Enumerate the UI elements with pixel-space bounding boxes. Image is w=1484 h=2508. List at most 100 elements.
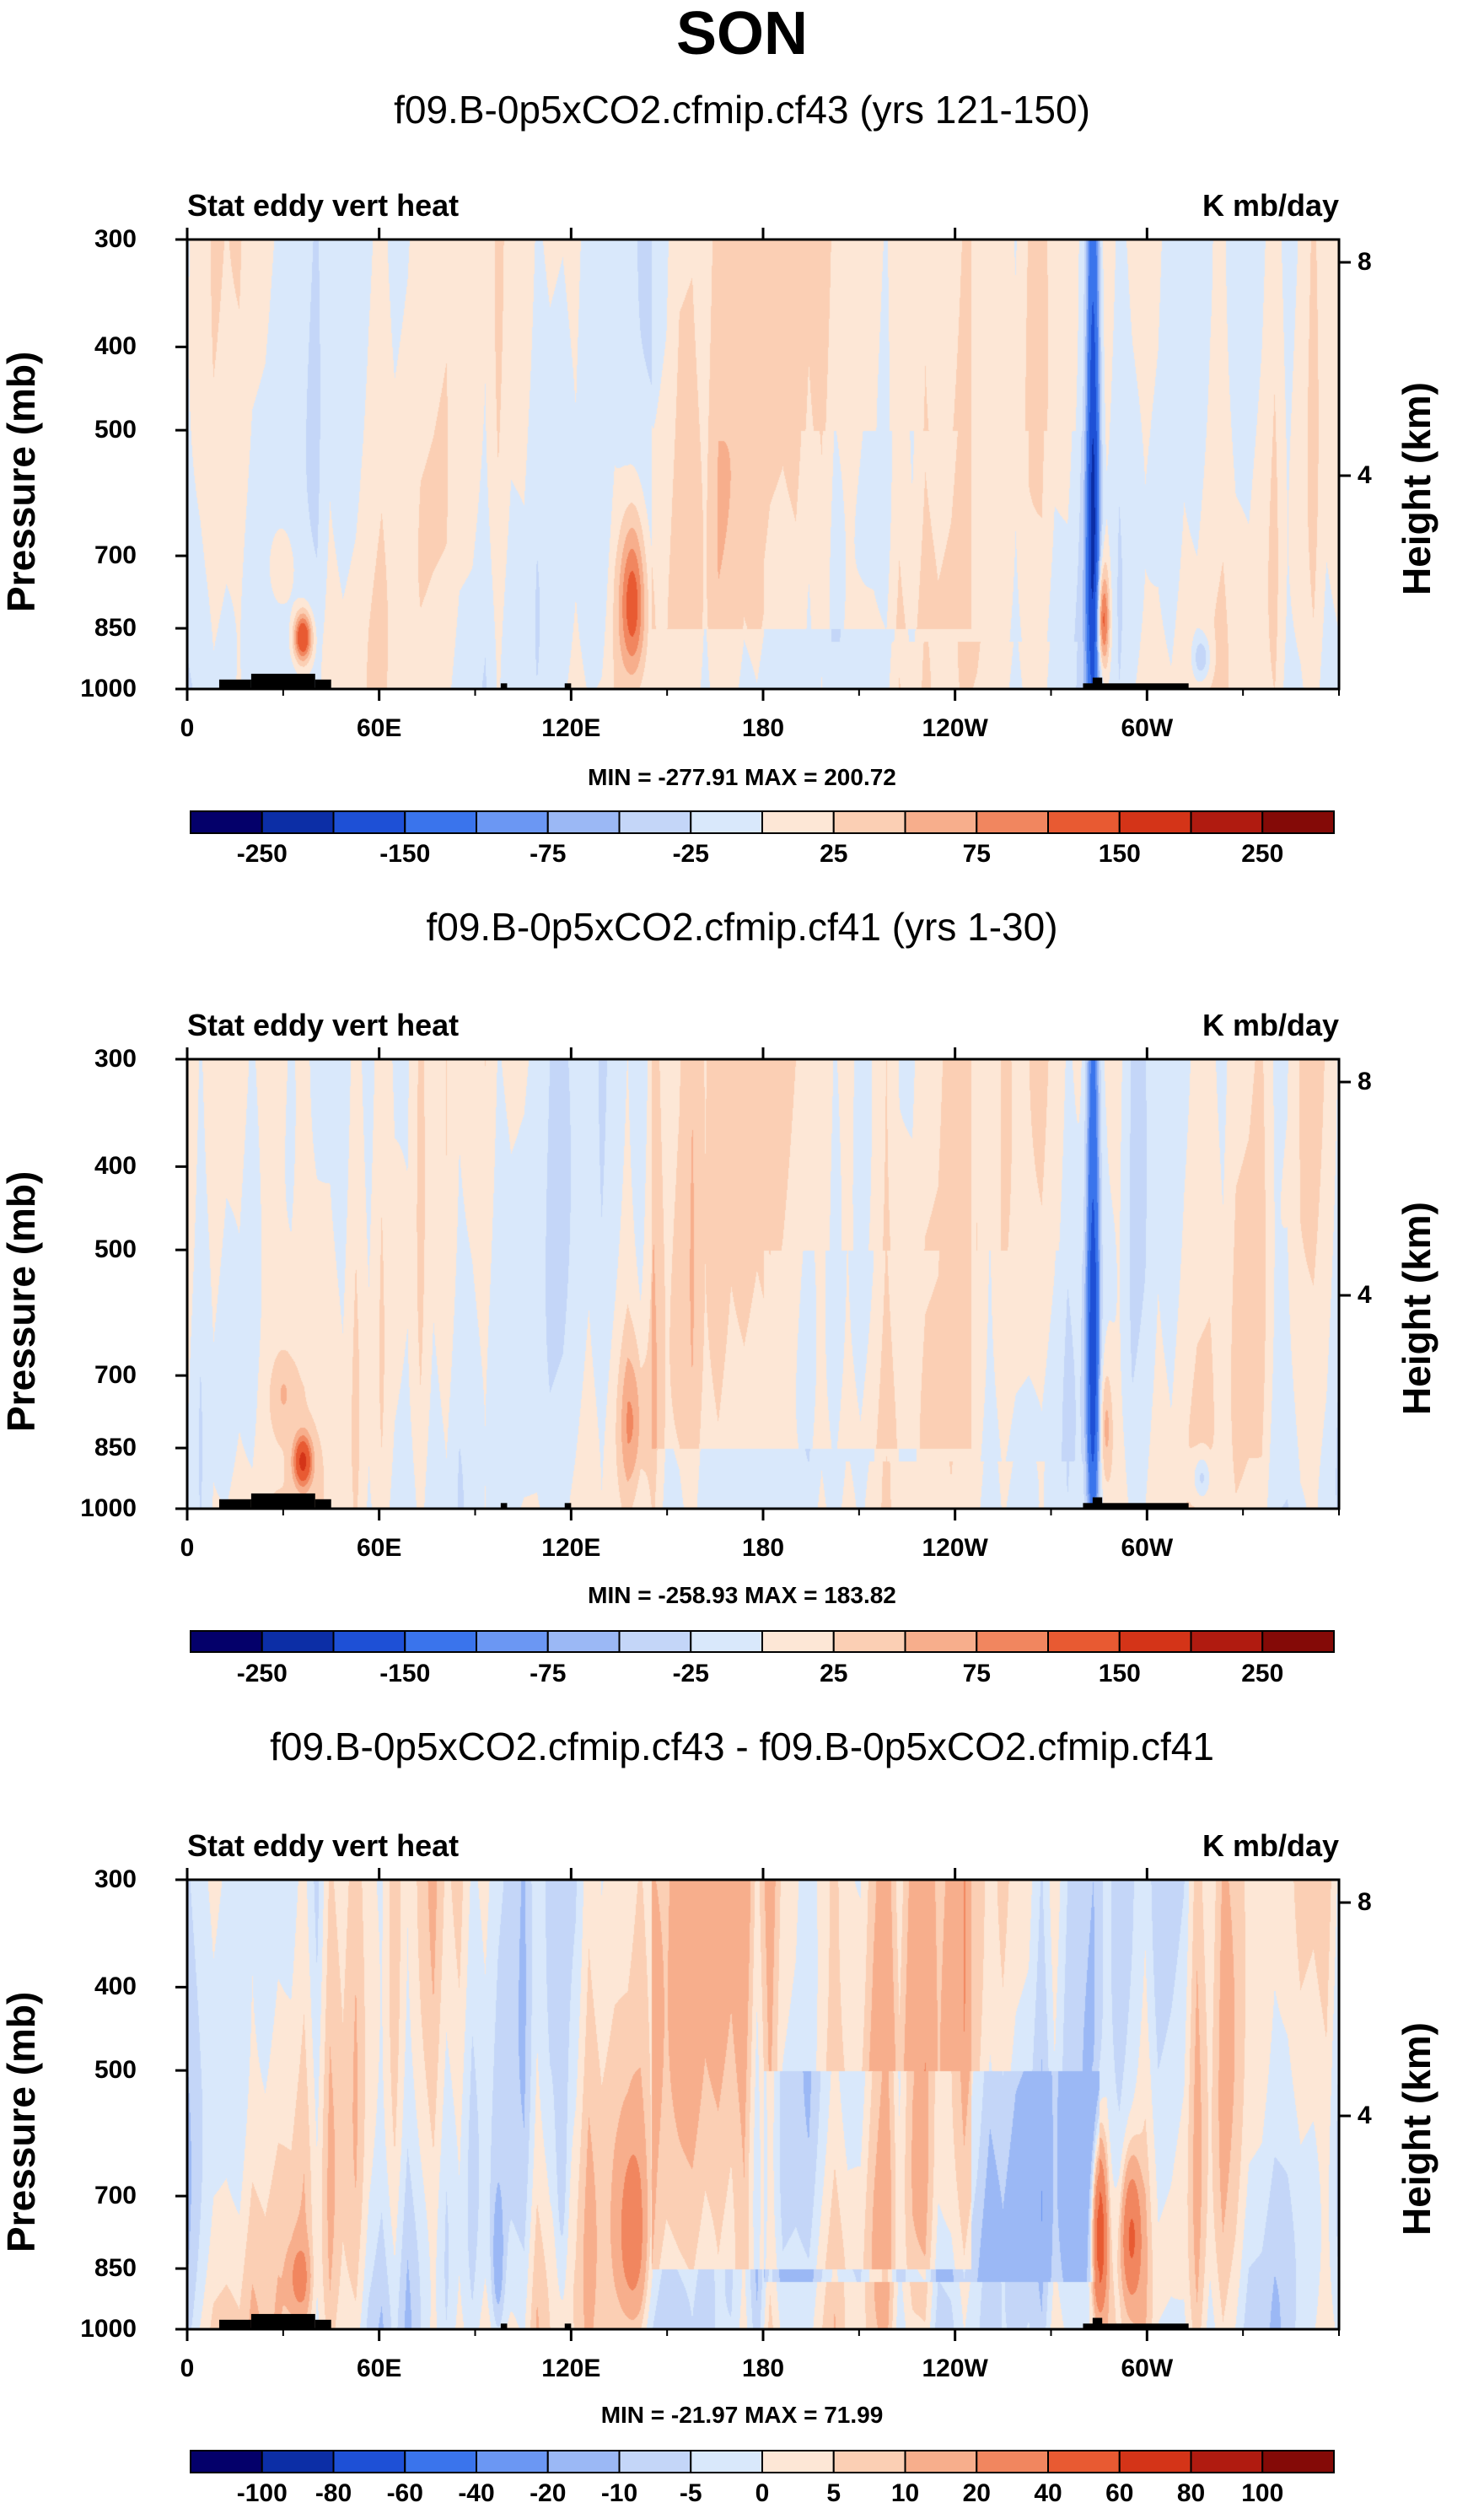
y-tick-label: 300: [94, 225, 137, 253]
x-tick-label: 60E: [356, 1534, 402, 1562]
colorbar-box: [690, 810, 763, 834]
colorbar-label: 150: [1098, 840, 1141, 868]
colorbar-box: [618, 810, 692, 834]
colorbar-label: 250: [1241, 840, 1284, 868]
orography-block: [564, 2323, 572, 2329]
colorbar-box: [904, 810, 978, 834]
colorbar-box: [546, 2450, 621, 2473]
colorbar-box: [1261, 1630, 1335, 1653]
y-tick-label: 300: [94, 1045, 137, 1073]
colorbar-label: -150: [379, 840, 431, 868]
orography-block: [1083, 2323, 1189, 2329]
colorbar-box: [332, 810, 406, 834]
orography-block: [564, 683, 572, 689]
x-tick-label: 60E: [356, 714, 402, 742]
colorbar-label: 25: [820, 840, 848, 868]
colorbar-box: [904, 2450, 978, 2473]
panel-left-label: Stat eddy vert heat: [187, 188, 460, 223]
y-tick-label: 500: [94, 416, 137, 444]
colorbar-box: [404, 2450, 477, 2473]
x-tick-label: 120W: [922, 714, 988, 742]
colorbar-box: [761, 810, 835, 834]
colorbar-label: -75: [530, 1660, 567, 1687]
y-tick-label: 700: [94, 541, 137, 570]
y2-tick-label: 4: [1358, 1281, 1372, 1310]
colorbar-label: 60: [1105, 2479, 1134, 2507]
y2-tick-label: 4: [1358, 2102, 1372, 2130]
colorbar-box: [476, 2450, 549, 2473]
colorbar-box: [832, 810, 906, 834]
colorbar-box: [1190, 2450, 1264, 2473]
colorbar-box: [1118, 1630, 1192, 1653]
colorbar-label: -25: [672, 840, 709, 868]
y-tick-label: 850: [94, 614, 137, 643]
x-tick-label: 180: [741, 1534, 785, 1562]
orography-block: [500, 2323, 508, 2329]
orography-block: [315, 1499, 331, 1509]
colorbar-label: -250: [236, 1660, 288, 1687]
colorbar-label: -75: [530, 840, 567, 868]
y-tick-label: 400: [94, 332, 137, 361]
colorbar-label: -250: [236, 840, 288, 868]
y-tick-label: 850: [94, 2254, 137, 2283]
colorbar-label: -100: [236, 2479, 288, 2507]
colorbar-label: 25: [820, 1660, 848, 1687]
x-tick-label: 0: [180, 2355, 195, 2382]
orography-block: [250, 673, 315, 689]
colorbar-label: -25: [672, 1660, 709, 1687]
colorbar-label: 75: [962, 1660, 991, 1687]
y-tick-label: 500: [94, 1235, 137, 1264]
x-tick-label: 0: [180, 714, 195, 742]
orography-block: [500, 683, 508, 689]
x-tick-label: 180: [741, 714, 785, 742]
colorbar-label: 150: [1098, 1660, 1141, 1687]
y2-axis-title: Height (km): [1395, 381, 1438, 595]
colorbar-box: [976, 2450, 1049, 2473]
colorbar-box: [690, 1630, 763, 1653]
figure-title: SON: [675, 0, 809, 67]
panel-left-label: Stat eddy vert heat: [187, 1828, 460, 1863]
colorbar-box: [476, 1630, 549, 1653]
colorbar-box: [690, 2450, 763, 2473]
orography-block: [1083, 683, 1189, 689]
minmax-text: MIN = -21.97 MAX = 71.99: [600, 2402, 884, 2428]
x-tick-label: 120E: [541, 714, 601, 742]
colorbar-label: 5: [826, 2479, 841, 2507]
colorbar-label: 40: [1034, 2479, 1062, 2507]
y-tick-label: 700: [94, 1361, 137, 1390]
orography-block: [218, 1499, 251, 1509]
colorbar-box: [1118, 810, 1192, 834]
colorbar-label: 10: [890, 2479, 920, 2507]
colorbar-label: 20: [962, 2479, 991, 2507]
colorbar-box: [1190, 1630, 1264, 1653]
colorbar-box: [404, 1630, 477, 1653]
colorbar-label: -80: [315, 2479, 352, 2507]
y-axis-title: Pressure (mb): [0, 1171, 43, 1432]
colorbar-box: [976, 1630, 1049, 1653]
colorbar-label: 100: [1241, 2479, 1284, 2507]
y2-axis-title: Height (km): [1395, 2021, 1438, 2236]
minmax-text: MIN = -258.93 MAX = 183.82: [588, 1582, 896, 1608]
colorbar-box: [261, 1630, 335, 1653]
colorbar-box: [904, 1630, 978, 1653]
panel-title: f09.B-0p5xCO2.cfmip.cf41 (yrs 1-30): [426, 905, 1058, 949]
colorbar-label: 250: [1241, 1660, 1284, 1687]
colorbar-box: [1118, 2450, 1192, 2473]
x-tick-label: 60W: [1121, 2355, 1174, 2382]
heatmap-field: [187, 239, 1339, 689]
orography-block: [500, 1503, 508, 1509]
colorbar-box: [1190, 810, 1264, 834]
colorbar-box: [332, 2450, 406, 2473]
colorbar-label: -10: [600, 2479, 638, 2507]
colorbar-box: [976, 810, 1049, 834]
y-tick-label: 400: [94, 1972, 137, 2001]
colorbar-box: [1047, 810, 1121, 834]
colorbar-box: [546, 1630, 621, 1653]
colorbar-box: [332, 1630, 406, 1653]
x-tick-label: 60W: [1121, 1534, 1174, 1562]
colorbar-box: [546, 810, 621, 834]
y2-tick-label: 8: [1358, 248, 1372, 277]
colorbar-box: [190, 2450, 263, 2473]
